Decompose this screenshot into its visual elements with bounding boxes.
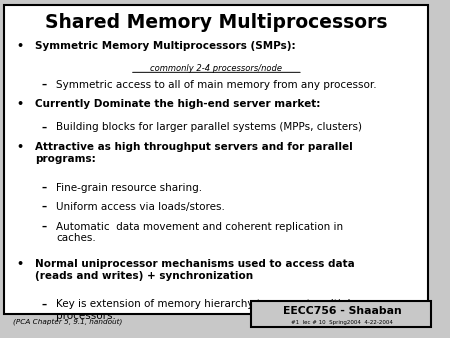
Text: •: • [17, 259, 23, 269]
Text: •: • [17, 99, 23, 110]
Text: EECC756 - Shaaban: EECC756 - Shaaban [283, 306, 401, 316]
Text: –: – [41, 122, 46, 132]
Text: Automatic  data movement and coherent replication in
caches.: Automatic data movement and coherent rep… [56, 222, 343, 243]
FancyBboxPatch shape [4, 5, 428, 314]
Text: –: – [41, 80, 46, 90]
Text: –: – [41, 299, 46, 310]
Text: Currently Dominate the high-end server market:: Currently Dominate the high-end server m… [36, 99, 321, 110]
Text: Shared Memory Multiprocessors: Shared Memory Multiprocessors [45, 13, 387, 31]
FancyBboxPatch shape [251, 301, 431, 327]
Text: •: • [17, 41, 23, 51]
Text: –: – [41, 183, 46, 193]
Text: Symmetric access to all of main memory from any processor.: Symmetric access to all of main memory f… [56, 80, 377, 90]
Text: Normal uniprocessor mechanisms used to access data
(reads and writes) + synchron: Normal uniprocessor mechanisms used to a… [36, 259, 355, 281]
Text: Uniform access via loads/stores.: Uniform access via loads/stores. [56, 202, 225, 212]
Text: (PCA Chapter 5, 9.1, handout): (PCA Chapter 5, 9.1, handout) [13, 318, 122, 325]
Text: #1  lec # 10  Spring2004  4-22-2004: #1 lec # 10 Spring2004 4-22-2004 [291, 320, 393, 325]
Text: Symmetric Memory Multiprocessors (SMPs):: Symmetric Memory Multiprocessors (SMPs): [36, 41, 296, 51]
Text: commonly 2-4 processors/node: commonly 2-4 processors/node [150, 64, 283, 73]
Text: –: – [41, 202, 46, 212]
Text: Key is extension of memory hierarchy to support multiple
processors.: Key is extension of memory hierarchy to … [56, 299, 357, 321]
Text: –: – [41, 222, 46, 232]
Text: Attractive as high throughput servers and for parallel
programs:: Attractive as high throughput servers an… [36, 142, 353, 164]
Text: •: • [17, 142, 23, 152]
Text: Fine-grain resource sharing.: Fine-grain resource sharing. [56, 183, 202, 193]
Text: Building blocks for larger parallel systems (MPPs, clusters): Building blocks for larger parallel syst… [56, 122, 362, 132]
